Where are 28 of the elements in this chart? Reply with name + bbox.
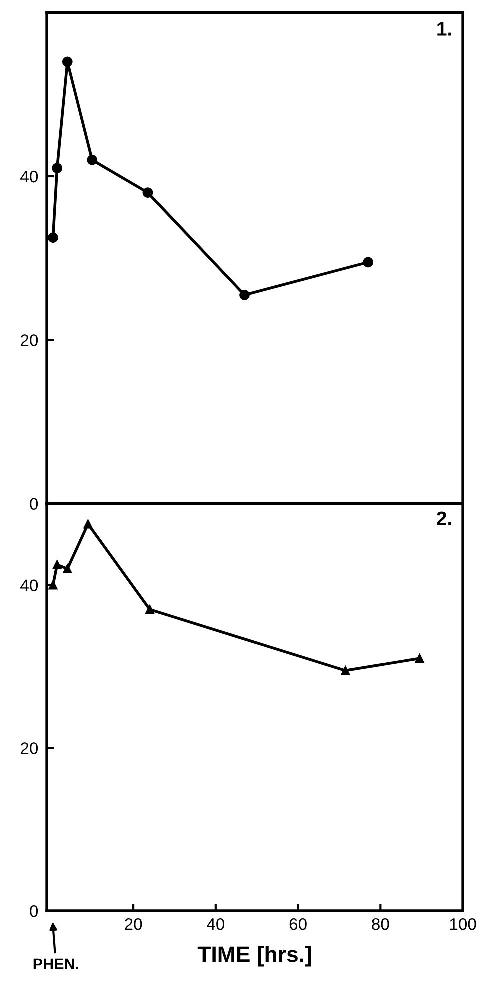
y-tick-label: 40 (20, 580, 38, 592)
point (87, 154, 98, 166)
y-tick-label: 40 (20, 170, 38, 183)
y-tick-label: 0 (30, 498, 38, 510)
annotation: 2. (437, 512, 452, 526)
x-tick-label: 80 (372, 918, 390, 930)
x-tick-label: 60 (290, 918, 307, 930)
text: PHEN. (34, 958, 78, 970)
point (48, 232, 58, 244)
point (142, 188, 154, 198)
x-axis-title: TIME [hrs.] (198, 946, 312, 967)
y-tick-label: 20 (21, 334, 38, 346)
point (52, 163, 63, 174)
point (63, 564, 72, 574)
point (363, 257, 374, 268)
point (240, 290, 250, 300)
point (62, 56, 73, 68)
y-tick-label: 20 (21, 742, 38, 754)
point (415, 654, 424, 664)
point (52, 560, 62, 570)
x-tick-label: 40 (207, 918, 225, 930)
annotation: 1. (438, 22, 452, 36)
x-tick-label: 100 (450, 918, 476, 930)
point (84, 520, 93, 529)
y-tick-label: 0 (30, 905, 38, 918)
point (341, 666, 350, 676)
point (146, 605, 155, 614)
x-tick-label: 20 (125, 918, 142, 930)
